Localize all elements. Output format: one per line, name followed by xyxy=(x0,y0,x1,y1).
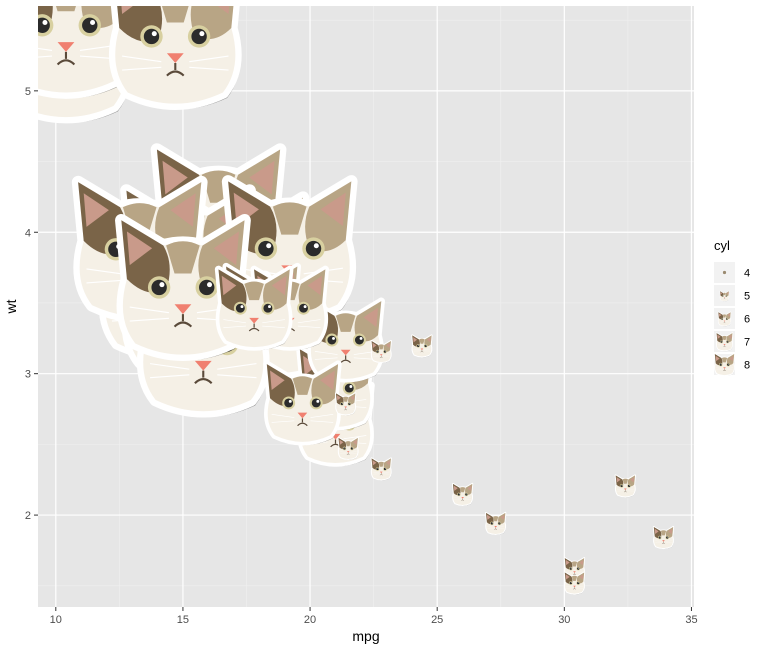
x-tick-label: 15 xyxy=(177,614,189,626)
data-point-cat-face-icon xyxy=(372,341,392,363)
data-point-cat-face-icon xyxy=(267,364,341,445)
legend-label: 6 xyxy=(744,314,750,326)
data-point-cat-face-icon xyxy=(453,484,473,506)
data-point-cat-face-icon xyxy=(114,0,241,109)
legend-key-cat-face-icon xyxy=(723,271,726,274)
data-point-cat-face-icon xyxy=(565,573,585,595)
legend-label: 8 xyxy=(744,360,750,372)
legend-label: 7 xyxy=(744,337,750,349)
legend-key-cat-face-icon xyxy=(717,333,733,351)
data-point-cat-face-icon xyxy=(412,335,432,357)
legend: cyl 4 5 6 7 8 xyxy=(714,238,750,376)
x-tick-label: 10 xyxy=(50,614,62,626)
legend-key-cat-face-icon xyxy=(718,312,731,326)
x-tick-label: 35 xyxy=(685,614,697,626)
y-tick-label: 4 xyxy=(25,227,31,239)
legend-title: cyl xyxy=(714,238,730,253)
legend-key-cat-face-icon xyxy=(720,291,729,301)
y-axis-title: wt xyxy=(3,299,19,314)
legend-key-cat-face-icon xyxy=(715,354,735,376)
legend-label: 5 xyxy=(744,291,750,303)
data-point-cat-face-icon xyxy=(218,269,292,350)
data-point-cat-face-icon xyxy=(372,458,392,480)
x-axis-title: mpg xyxy=(352,628,379,644)
y-tick-label: 5 xyxy=(25,86,31,98)
y-tick-label: 3 xyxy=(25,369,31,381)
data-point-cat-face-icon xyxy=(486,513,506,535)
x-tick-label: 30 xyxy=(558,614,570,626)
data-point-cat-face-icon xyxy=(616,475,636,497)
x-tick-label: 20 xyxy=(304,614,316,626)
y-tick-label: 2 xyxy=(25,510,31,522)
data-point-cat-face-icon xyxy=(336,393,356,415)
data-point-cat-face-icon xyxy=(339,438,359,460)
data-point-cat-face-icon xyxy=(654,527,674,549)
x-tick-label: 25 xyxy=(431,614,443,626)
legend-label: 4 xyxy=(744,268,750,280)
